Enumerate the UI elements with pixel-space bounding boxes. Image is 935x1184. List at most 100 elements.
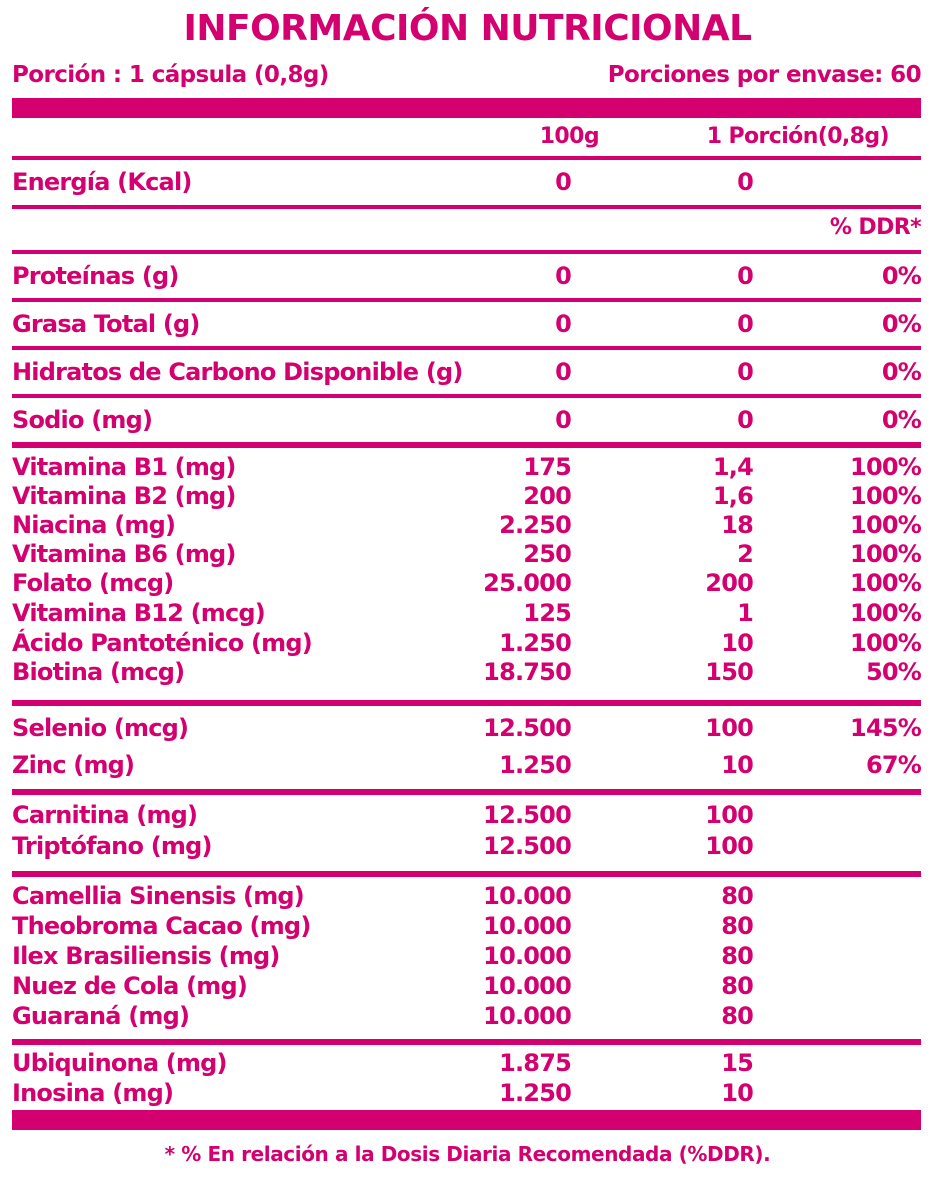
value-100g: 10.000 [483,942,572,970]
value-100g: 12.500 [483,714,572,742]
value-portion: 0 [737,262,754,290]
divider [12,298,921,302]
table-row: Nuez de Cola (mg) 10.000 80 [12,973,921,1003]
value-portion: 1 [737,599,754,627]
value-portion: 15 [721,1049,754,1077]
value-ddr: 100% [850,453,922,481]
value-100g: 2.250 [499,511,572,539]
nutrient-label: Theobroma Cacao (mg) [12,912,311,940]
value-ddr: 50% [865,658,922,686]
nutrient-label: Ubiquinona (mg) [12,1049,228,1077]
value-ddr: 100% [850,569,922,597]
table-row: Sodio (mg) 0 0 0% [12,406,922,440]
nutrient-label: Biotina (mcg) [12,658,185,686]
table-row: Niacina (mg) 2.250 18 100% [12,511,922,542]
value-100g: 0 [555,168,572,196]
nutrient-label: Sodio (mg) [12,406,153,434]
divider [12,250,921,254]
divider [12,205,921,209]
value-portion: 10 [721,1079,754,1107]
value-ddr: 0% [881,358,922,386]
table-row: Ácido Pantoténico (mg) 1.250 10 100% [12,629,922,660]
value-ddr: 0% [881,262,922,290]
value-100g: 0 [555,406,572,434]
value-100g: 0 [555,310,572,338]
divider [12,1039,921,1045]
divider-thick-top [12,98,921,118]
value-ddr: 100% [850,540,922,568]
table-row: Vitamina B6 (mg) 250 2 100% [12,540,922,571]
value-100g: 1.250 [499,1079,572,1107]
value-portion: 100 [705,801,753,829]
divider [12,442,921,448]
nutrient-label: Energía (Kcal) [12,168,192,196]
table-row: Ilex Brasiliensis (mg) 10.000 80 [12,943,921,973]
value-100g: 10.000 [483,1002,572,1030]
table-row: Vitamina B2 (mg) 200 1,6 100% [12,482,922,513]
value-portion: 100 [705,714,753,742]
value-portion: 10 [721,751,754,779]
value-ddr: 100% [850,599,922,627]
value-100g: 12.500 [483,832,572,860]
divider [12,789,921,795]
value-portion: 200 [705,569,753,597]
label-title: INFORMACIÓN NUTRICIONAL [183,8,752,49]
value-100g: 1.250 [499,629,572,657]
nutrient-label: Niacina (mg) [12,511,176,539]
nutrient-label: Ilex Brasiliensis (mg) [12,942,280,970]
table-row: Vitamina B1 (mg) 175 1,4 100% [12,453,922,484]
value-portion: 0 [737,358,754,386]
value-100g: 1.250 [499,751,572,779]
divider [12,871,921,877]
value-100g: 200 [523,482,571,510]
table-row: Selenio (mcg) 12.500 100 145% [12,714,922,748]
value-100g: 10.000 [483,882,572,910]
value-portion: 0 [737,168,754,196]
table-row: Zinc (mg) 1.250 10 67% [12,751,922,785]
footnote: * % En relación a la Dosis Diaria Recome… [164,1142,771,1166]
value-100g: 175 [523,453,571,481]
nutrient-label: Guaraná (mg) [12,1002,190,1030]
table-row: Folato (mcg) 25.000 200 100% [12,569,922,600]
value-portion: 150 [705,658,753,686]
value-100g: 25.000 [483,569,572,597]
value-portion: 2 [737,540,754,568]
nutrient-label: Vitamina B6 (mg) [12,540,236,568]
table-row: Biotina (mcg) 18.750 150 50% [12,658,922,689]
value-100g: 10.000 [483,972,572,1000]
nutrient-label: Ácido Pantoténico (mg) [12,629,313,657]
value-portion: 10 [721,629,754,657]
portion-size: Porción : 1 cápsula (0,8g) [12,62,329,88]
servings-per-container: Porciones por envase: 60 [607,62,922,88]
value-portion: 0 [737,310,754,338]
nutrient-label: Triptófano (mg) [12,832,212,860]
divider [12,394,921,398]
value-ddr: 100% [850,511,922,539]
value-portion: 80 [721,1002,754,1030]
nutrient-label: Proteínas (g) [12,262,179,290]
table-row: Triptófano (mg) 12.500 100 [12,833,921,863]
value-ddr: 0% [881,310,922,338]
value-portion: 0 [737,406,754,434]
table-row: Inosina (mg) 1.250 10 [12,1080,921,1110]
value-portion: 80 [721,972,754,1000]
header-100g: 100g [539,124,600,149]
table-row: Camellia Sinensis (mg) 10.000 80 [12,883,921,913]
nutrient-label: Folato (mcg) [12,569,174,597]
nutrient-label: Vitamina B2 (mg) [12,482,236,510]
energy-row: Energía (Kcal) 0 0 [12,168,921,202]
nutrient-label: Zinc (mg) [12,751,135,779]
value-ddr: 145% [850,714,922,742]
value-100g: 12.500 [483,801,572,829]
table-row: Grasa Total (g) 0 0 0% [12,310,922,344]
nutrient-label: Hidratos de Carbono Disponible (g) [12,358,463,386]
nutrient-label: Vitamina B1 (mg) [12,453,236,481]
nutrient-label: Grasa Total (g) [12,310,200,338]
nutrient-label: Vitamina B12 (mcg) [12,599,266,627]
table-row: Ubiquinona (mg) 1.875 15 [12,1050,921,1080]
value-ddr: 100% [850,482,922,510]
value-ddr: 100% [850,629,922,657]
ddr-header-row: % DDR* [12,215,922,245]
table-row: Theobroma Cacao (mg) 10.000 80 [12,913,921,943]
value-100g: 0 [555,358,572,386]
